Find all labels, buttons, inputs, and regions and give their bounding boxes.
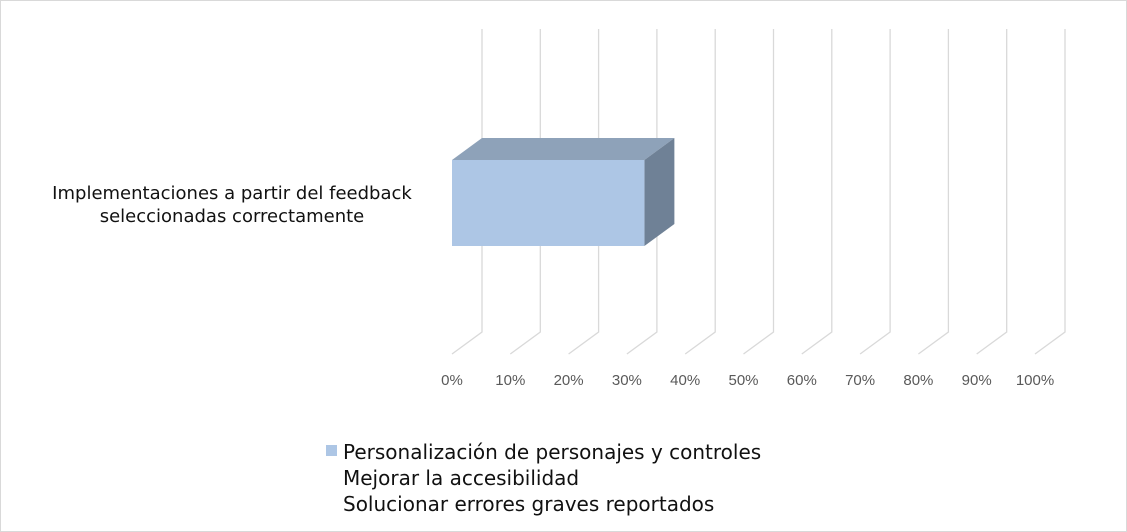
x-tick-label: 80%: [903, 372, 933, 389]
x-tick-label: 20%: [554, 372, 584, 389]
category-label: seleccionadas correctamente: [100, 206, 365, 227]
gridline: [801, 29, 833, 355]
x-axis-ticks: 0% 10% 20% 30% 40% 50% 60% 70% 80% 90% 100%: [441, 372, 1054, 389]
x-tick-label: 50%: [728, 372, 758, 389]
gridline: [976, 29, 1008, 355]
legend-entry: Personalización de personajes y controle…: [343, 440, 761, 464]
gridline: [1034, 29, 1066, 355]
gridline: [568, 29, 600, 355]
x-tick-label: 0%: [441, 372, 463, 389]
bar: [452, 160, 645, 246]
gridline: [743, 29, 775, 355]
gridline: [451, 29, 483, 355]
gridline: [626, 29, 658, 355]
x-tick-label: 60%: [787, 372, 817, 389]
bar-side-face: [644, 138, 675, 246]
bar-top-face: [452, 138, 675, 160]
legend: Personalización de personajes y controle…: [326, 440, 761, 516]
legend-entry: Mejorar la accesibilidad: [343, 466, 579, 490]
category-labels: Implementaciones a partir del feedbackse…: [52, 183, 412, 227]
x-tick-label: 90%: [962, 372, 992, 389]
x-tick-label: 30%: [612, 372, 642, 389]
category-label: Implementaciones a partir del feedback: [52, 183, 412, 204]
gridlines: [451, 29, 1066, 355]
x-tick-label: 100%: [1016, 372, 1054, 389]
legend-entry: Solucionar errores graves reportados: [343, 492, 714, 516]
x-tick-label: 10%: [495, 372, 525, 389]
legend-swatch: [326, 445, 337, 456]
x-tick-label: 40%: [670, 372, 700, 389]
gridline: [918, 29, 950, 355]
x-tick-label: 70%: [845, 372, 875, 389]
gridline: [684, 29, 716, 355]
gridline: [509, 29, 541, 355]
gridline: [859, 29, 891, 355]
bars: [452, 138, 675, 246]
